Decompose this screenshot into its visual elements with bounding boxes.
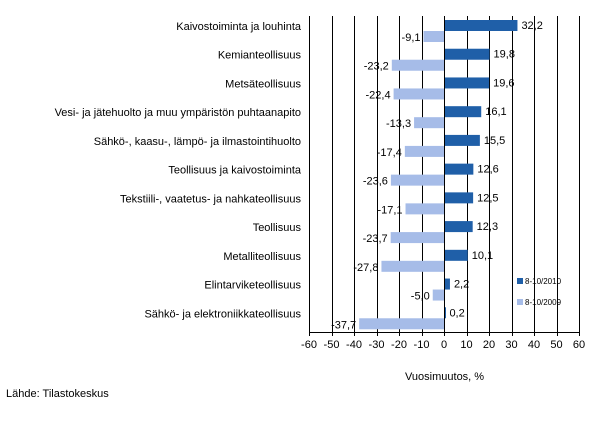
value-label-2009-8: -27,8	[353, 262, 378, 274]
bar-2010-4	[445, 134, 480, 146]
bar-2010-9	[445, 278, 450, 290]
bars	[359, 20, 518, 330]
bar-2009-0	[423, 31, 444, 42]
value-label-2009-1: -23,2	[364, 61, 389, 73]
bar-2009-8	[381, 260, 444, 272]
category-label-9: Elintarviketeollisuus	[204, 280, 301, 292]
value-label-2010-6: 12,5	[477, 192, 498, 204]
value-label-2009-0: -9,1	[402, 32, 421, 44]
bar-2010-3	[445, 106, 482, 118]
category-label-5: Teollisuus ja kaivostoiminta	[168, 165, 302, 177]
category-label-7: Teollisuus	[253, 222, 302, 234]
bar-2010-10	[445, 307, 446, 319]
bar-2009-5	[390, 174, 444, 186]
x-tick-label-7: 10	[460, 339, 472, 351]
bar-2010-0	[445, 20, 518, 31]
bar-2010-1	[445, 48, 490, 60]
value-label-2009-6: -17,1	[377, 204, 402, 216]
x-tick-label-6: 0	[441, 339, 447, 351]
value-label-2010-0: 32,2	[521, 20, 542, 32]
bar-2010-2	[445, 77, 490, 89]
value-label-2010-5: 12,6	[477, 164, 498, 176]
bar-2009-3	[414, 117, 444, 129]
value-labels: 32,2 -9,1 19,8 -23,2 19,6 -22,4 16,1 -13,3 15,5 -…	[331, 20, 543, 331]
category-label-6: Tekstiili-, vaatetus- ja nahkateollisuus	[120, 193, 301, 205]
bar-2010-5	[445, 163, 474, 175]
x-tick-label-2: -40	[346, 339, 362, 351]
x-tick-label-11: 50	[550, 339, 562, 351]
value-label-2009-3: -13,3	[386, 118, 411, 130]
x-tick-label-10: 40	[528, 339, 540, 351]
bar-2009-4	[404, 145, 444, 157]
category-label-0: Kaivostoiminta ja louhinta	[176, 21, 302, 33]
category-label-3: Vesi- ja jätehuolto ja muu ympäristön pu…	[55, 107, 301, 119]
value-label-2009-2: -22,4	[366, 89, 391, 101]
legend-swatch-1	[517, 299, 523, 305]
x-tick-labels: -60 -50 -40 -30 -20 -10 0 10 20 30 40 50 60	[301, 339, 585, 351]
category-labels: Kaivostoiminta ja louhinta Kemianteollisu…	[55, 21, 302, 320]
value-label-2010-3: 16,1	[485, 106, 506, 118]
bar-2010-6	[445, 192, 474, 204]
x-tick-label-1: -50	[324, 339, 340, 351]
x-tick-label-12: 60	[573, 339, 585, 351]
value-label-2009-4: -17,4	[377, 147, 402, 159]
x-tick-label-5: -10	[414, 339, 430, 351]
source-note: Lähde: Tilastokeskus	[6, 388, 109, 400]
value-label-2010-4: 15,5	[484, 135, 505, 147]
value-label-2010-1: 19,8	[494, 49, 515, 61]
value-label-2009-9: -5,0	[411, 291, 430, 303]
value-label-2010-7: 12,3	[477, 221, 498, 233]
legend-label-1: 8-10/2009	[525, 298, 562, 307]
bar-2009-1	[391, 59, 444, 71]
legend-label-0: 8-10/2010	[525, 277, 562, 286]
value-label-2010-2: 19,6	[493, 77, 514, 89]
bar-2009-10	[359, 318, 444, 330]
category-label-2: Metsäteollisuus	[225, 78, 301, 90]
value-label-2010-10: 0,2	[449, 307, 464, 319]
category-label-4: Sähkö-, kaasu-, lämpö- ja ilmastointihuo…	[94, 136, 301, 148]
value-label-2009-7: -23,7	[363, 233, 388, 245]
bar-2010-8	[445, 249, 468, 261]
x-tick-label-3: -30	[369, 339, 385, 351]
axes	[309, 16, 580, 336]
category-label-1: Kemianteollisuus	[218, 50, 302, 62]
bar-2009-7	[390, 232, 444, 244]
bar-2009-6	[405, 203, 444, 215]
value-label-2009-5: -23,6	[363, 176, 388, 188]
x-tick-label-0: -60	[301, 339, 317, 351]
value-label-2010-9: 2,2	[454, 279, 469, 291]
bar-2009-9	[432, 289, 444, 301]
legend: 8-10/2010 8-10/2009	[517, 277, 562, 307]
x-tick-label-8: 20	[483, 339, 495, 351]
value-label-2010-8: 10,1	[472, 250, 493, 262]
category-label-8: Metalliteollisuus	[223, 251, 301, 263]
x-tick-label-9: 30	[505, 339, 517, 351]
x-axis-title: Vuosimuutos, %	[405, 371, 484, 383]
x-tick-label-4: -20	[391, 339, 407, 351]
bar-2009-2	[393, 88, 444, 100]
bar-2010-7	[445, 221, 473, 233]
value-label-2009-10: -37,7	[331, 319, 356, 331]
category-label-10: Sähkö- ja elektroniikkateollisuus	[144, 308, 301, 320]
legend-swatch-0	[517, 278, 523, 284]
